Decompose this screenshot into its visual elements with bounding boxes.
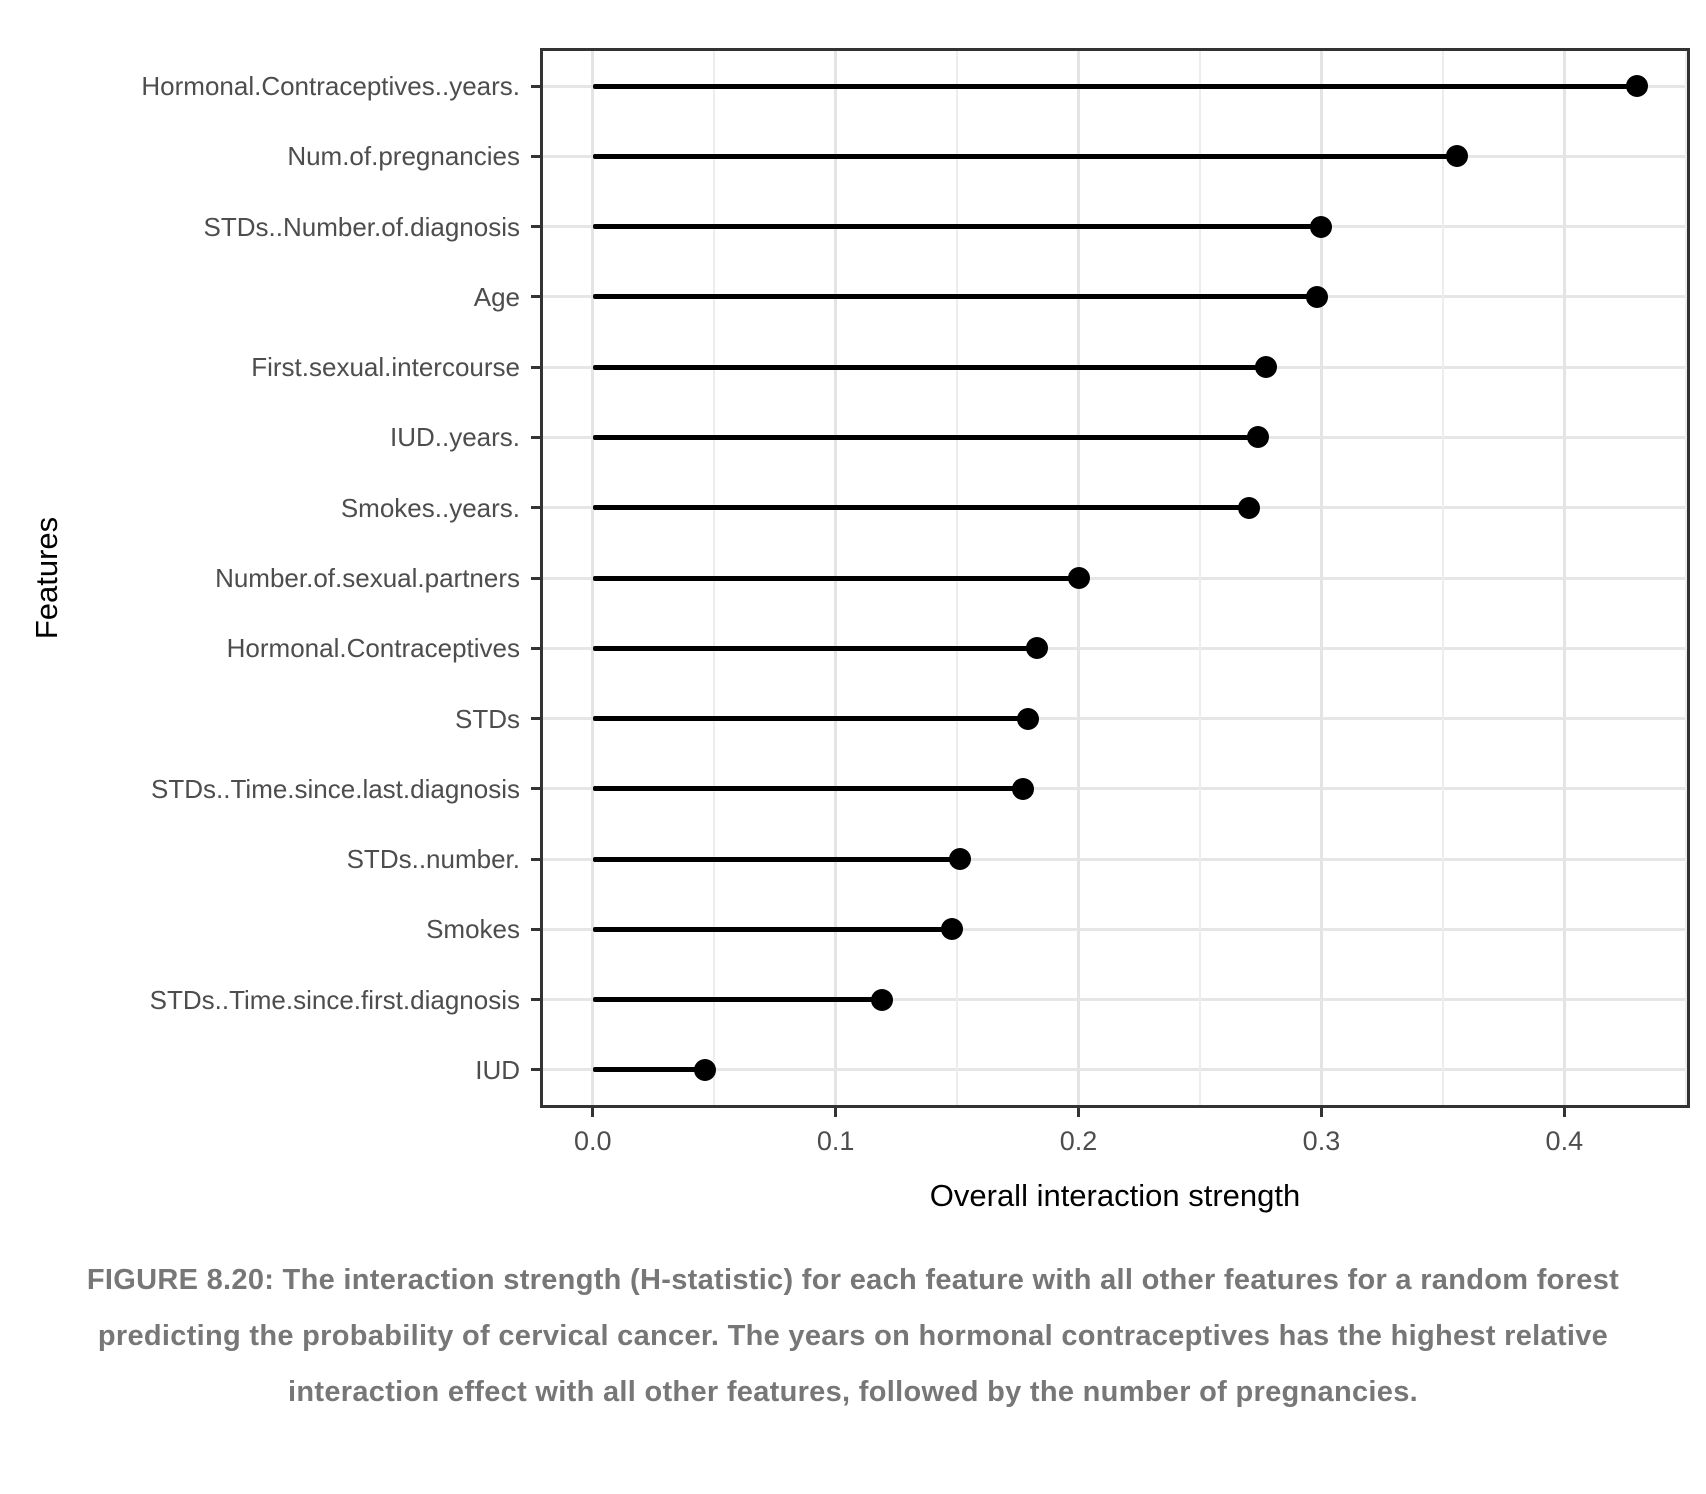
lollipop-dot <box>693 1058 716 1081</box>
x-axis-title: Overall interaction strength <box>929 1178 1301 1213</box>
lollipop-stem <box>592 294 1317 300</box>
x-axis-tick-mark <box>1562 1108 1566 1117</box>
lollipop-dot <box>1026 637 1049 660</box>
y-tick-label: Smokes <box>426 914 520 945</box>
gridline-horizontal <box>543 1068 1687 1072</box>
y-tick-label: Num.of.pregnancies <box>287 141 520 172</box>
lollipop-dot <box>1254 356 1277 379</box>
x-tick-label: 0.1 <box>816 1126 855 1156</box>
gridline-horizontal <box>543 576 1687 580</box>
y-tick-label: IUD <box>475 1054 520 1085</box>
y-axis-tick-mark <box>531 154 540 158</box>
lollipop-stem <box>592 575 1079 581</box>
y-axis-tick-mark <box>531 435 540 439</box>
x-tick-label: 0.2 <box>1059 1126 1098 1156</box>
gridline-horizontal <box>543 927 1687 931</box>
x-axis-tick-mark <box>591 1108 595 1117</box>
lollipop-stem <box>592 224 1322 230</box>
y-axis-tick-mark <box>531 927 540 931</box>
y-axis-tick-mark <box>531 646 540 650</box>
lollipop-stem <box>592 645 1038 651</box>
lollipop-stem <box>592 997 882 1003</box>
lollipop-dot <box>1067 567 1090 589</box>
gridline-horizontal <box>543 717 1687 721</box>
gridline-horizontal <box>543 646 1687 650</box>
y-tick-label: STDs..Number.of.diagnosis <box>203 211 520 242</box>
y-tick-label: Smokes..years. <box>340 492 520 523</box>
lollipop-stem <box>592 505 1249 511</box>
lollipop-stem <box>592 83 1638 89</box>
y-axis-tick-mark <box>531 84 540 88</box>
gridline-vertical-minor <box>1199 51 1201 1105</box>
lollipop-dot <box>1237 496 1260 519</box>
y-axis-tick-mark <box>531 857 540 861</box>
y-tick-label: Number.of.sexual.partners <box>215 563 520 593</box>
lollipop-dot <box>1016 707 1039 730</box>
y-tick-label: Hormonal.Contraceptives <box>226 633 520 664</box>
lollipop-stem <box>592 1067 705 1073</box>
y-axis-tick-mark <box>531 1068 540 1072</box>
y-tick-label: Hormonal.Contraceptives..years. <box>141 71 520 102</box>
x-axis-tick-mark <box>1319 1108 1323 1117</box>
y-tick-label: STDs <box>455 703 520 734</box>
lollipop-stem <box>592 153 1458 159</box>
x-axis-tick-mark <box>1077 1108 1081 1117</box>
lollipop-stem <box>592 856 960 862</box>
lollipop-stem <box>592 364 1266 370</box>
y-axis-tick-mark <box>531 225 540 229</box>
lollipop-stem <box>592 434 1259 440</box>
y-axis-tick-mark <box>531 295 540 299</box>
y-axis-tick-mark <box>531 787 540 791</box>
y-tick-label: STDs..Time.since.last.diagnosis <box>151 773 520 804</box>
figure-caption: FIGURE 8.20: The interaction strength (H… <box>86 1264 1620 1408</box>
lollipop-dot <box>1310 215 1333 238</box>
gridline-vertical-minor <box>1441 51 1444 1105</box>
lollipop-stem <box>592 786 1023 792</box>
lollipop-dot <box>948 848 971 871</box>
y-axis-tick-mark <box>531 576 540 580</box>
y-tick-label: Age <box>473 281 520 312</box>
lollipop-stem <box>592 716 1028 722</box>
y-axis-tick-mark <box>531 717 540 721</box>
y-axis-tick-mark <box>531 365 540 369</box>
lollipop-dot <box>1626 75 1649 98</box>
x-tick-label: 0.4 <box>1545 1126 1584 1156</box>
gridline-vertical-major <box>1319 51 1323 1105</box>
y-tick-label: STDs..Time.since.first.diagnosis <box>149 984 520 1015</box>
gridline-vertical-major <box>1562 51 1566 1105</box>
lollipop-dot <box>1305 285 1328 308</box>
lollipop-stem <box>592 926 953 932</box>
y-axis-tick-mark <box>531 998 540 1002</box>
y-tick-label: First.sexual.intercourse <box>251 352 520 383</box>
y-tick-label: STDs..number. <box>346 844 520 875</box>
x-axis-tick-mark <box>834 1108 838 1117</box>
lollipop-dot <box>870 988 893 1011</box>
gridline-horizontal <box>543 857 1687 861</box>
lollipop-dot <box>941 918 964 941</box>
plot-panel <box>540 48 1690 1108</box>
gridline-vertical-minor <box>1684 51 1687 1105</box>
lollipop-dot <box>1011 777 1034 800</box>
x-tick-label: 0.0 <box>574 1126 612 1156</box>
y-axis-tick-mark <box>531 506 540 510</box>
lollipop-dot <box>1446 145 1469 168</box>
y-tick-label: IUD..years. <box>389 422 520 453</box>
gridline-horizontal <box>543 787 1687 791</box>
x-tick-label: 0.3 <box>1302 1126 1341 1156</box>
gridline-horizontal <box>543 998 1687 1002</box>
lollipop-dot <box>1247 426 1270 449</box>
